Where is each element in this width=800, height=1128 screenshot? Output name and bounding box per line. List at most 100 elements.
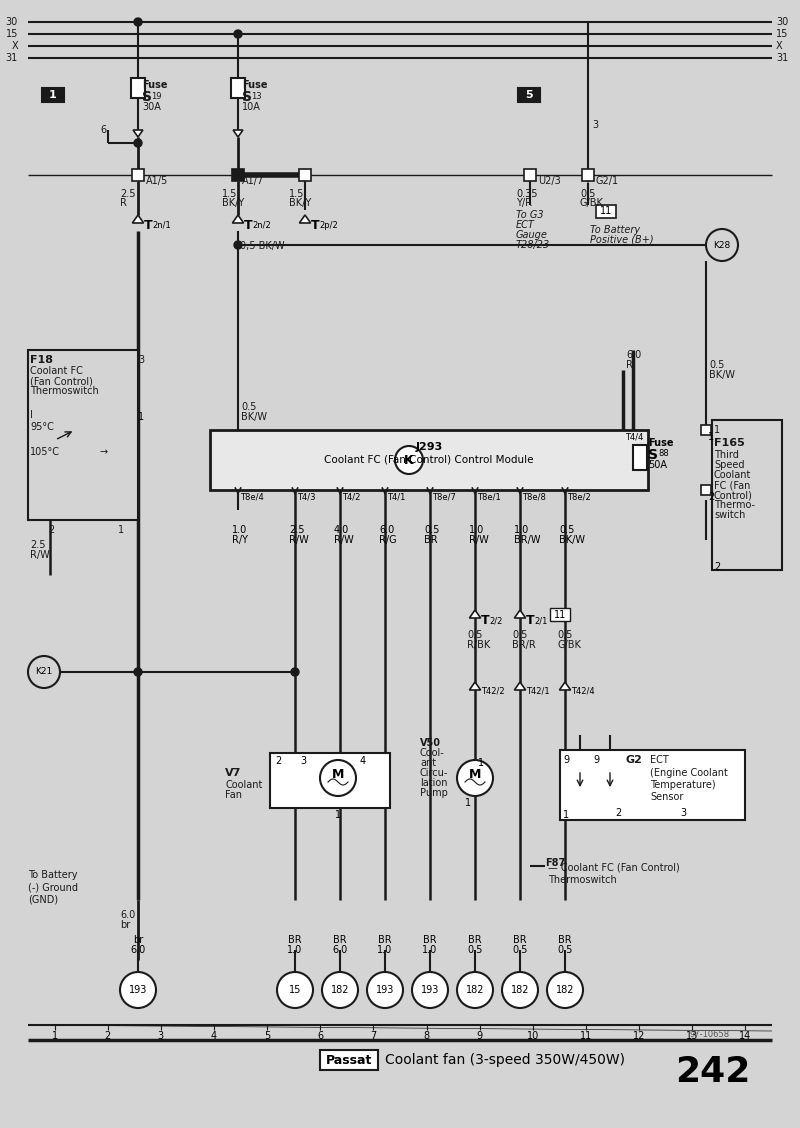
- Text: 0.5: 0.5: [467, 631, 482, 640]
- Text: Fan: Fan: [225, 790, 242, 800]
- Text: 182: 182: [466, 985, 484, 995]
- Text: BR/R: BR/R: [512, 640, 536, 650]
- Polygon shape: [233, 215, 243, 223]
- Bar: [270, 754, 390, 808]
- Text: 6.0: 6.0: [130, 945, 146, 955]
- Text: 31: 31: [776, 53, 788, 63]
- Text: 10A: 10A: [242, 102, 261, 112]
- Text: 6.0: 6.0: [626, 350, 642, 360]
- Text: BK/Y: BK/Y: [222, 199, 244, 208]
- Text: T42/2: T42/2: [481, 686, 505, 695]
- Text: Third: Third: [714, 450, 739, 460]
- Text: M: M: [469, 768, 481, 782]
- Text: switch: switch: [714, 510, 746, 520]
- Bar: [28, 350, 138, 520]
- Text: 12: 12: [633, 1031, 646, 1041]
- Text: ECT: ECT: [650, 755, 669, 765]
- Bar: [633, 446, 647, 470]
- Text: Thermoswitch: Thermoswitch: [30, 386, 98, 396]
- Text: To G3: To G3: [516, 210, 544, 220]
- Text: 0.5: 0.5: [558, 945, 573, 955]
- Text: 19: 19: [151, 92, 162, 102]
- Polygon shape: [299, 215, 310, 223]
- Text: T8e/7: T8e/7: [432, 492, 456, 501]
- Text: 1: 1: [714, 425, 720, 435]
- Text: BK/Y: BK/Y: [289, 199, 311, 208]
- Text: Circu-: Circu-: [420, 768, 448, 778]
- Text: — Coolant FC (Fan Control): — Coolant FC (Fan Control): [548, 863, 680, 873]
- Text: 2p/2: 2p/2: [319, 221, 338, 230]
- Text: 3: 3: [680, 808, 686, 818]
- Text: F165: F165: [714, 438, 745, 448]
- Text: 0.5: 0.5: [424, 525, 439, 535]
- Text: 5: 5: [525, 90, 533, 100]
- Bar: [132, 169, 144, 180]
- Text: 97-10658: 97-10658: [690, 1030, 730, 1039]
- Text: U2/3: U2/3: [538, 176, 561, 186]
- Text: 13: 13: [686, 1031, 698, 1041]
- Bar: [701, 425, 711, 435]
- Text: F18: F18: [30, 355, 53, 365]
- Circle shape: [706, 229, 738, 261]
- Text: (-) Ground: (-) Ground: [28, 882, 78, 892]
- Text: 14: 14: [739, 1031, 751, 1041]
- Bar: [701, 485, 711, 495]
- Text: 30A: 30A: [142, 102, 161, 112]
- Circle shape: [322, 972, 358, 1008]
- Text: BR: BR: [288, 935, 302, 945]
- Text: 2: 2: [714, 562, 720, 572]
- Bar: [582, 169, 594, 180]
- Circle shape: [457, 760, 493, 796]
- Circle shape: [234, 30, 242, 38]
- Text: Coolant: Coolant: [225, 779, 262, 790]
- Text: K: K: [404, 453, 414, 467]
- Text: 193: 193: [376, 985, 394, 995]
- Text: R/W: R/W: [334, 535, 354, 545]
- Text: T42/1: T42/1: [526, 686, 550, 695]
- Text: 242: 242: [674, 1055, 750, 1089]
- Text: G2/1: G2/1: [596, 176, 619, 186]
- Text: 15: 15: [289, 985, 301, 995]
- Text: BR: BR: [424, 535, 438, 545]
- Circle shape: [291, 668, 299, 676]
- Text: 3: 3: [158, 1031, 164, 1041]
- Text: BR: BR: [423, 935, 437, 945]
- Text: (Engine Coolant: (Engine Coolant: [650, 768, 728, 778]
- Text: FC (Fan: FC (Fan: [714, 481, 750, 490]
- Text: 2.5: 2.5: [289, 525, 305, 535]
- Circle shape: [502, 972, 538, 1008]
- Text: 1: 1: [708, 432, 714, 442]
- Text: 1.5: 1.5: [289, 190, 304, 199]
- Text: BR: BR: [468, 935, 482, 945]
- Text: 2: 2: [105, 1031, 111, 1041]
- Text: R/G: R/G: [379, 535, 397, 545]
- Circle shape: [367, 972, 403, 1008]
- Text: 1: 1: [51, 1031, 58, 1041]
- Text: T28/23: T28/23: [516, 240, 550, 250]
- Text: T4/4: T4/4: [625, 432, 643, 441]
- Circle shape: [412, 972, 448, 1008]
- Circle shape: [277, 972, 313, 1008]
- Text: 30: 30: [776, 17, 788, 27]
- Text: R/W: R/W: [469, 535, 489, 545]
- Text: 2/2: 2/2: [489, 616, 502, 625]
- Text: 1: 1: [478, 758, 484, 768]
- Text: 1: 1: [138, 412, 144, 422]
- Text: 11: 11: [580, 1031, 592, 1041]
- Bar: [231, 78, 245, 98]
- Text: R/W: R/W: [30, 550, 50, 559]
- Text: F87: F87: [545, 858, 566, 869]
- Polygon shape: [514, 682, 526, 690]
- Text: Temperature): Temperature): [650, 779, 716, 790]
- Text: Control): Control): [714, 490, 753, 500]
- Text: R/BK: R/BK: [467, 640, 490, 650]
- Text: 0.35: 0.35: [516, 190, 538, 199]
- Bar: [299, 169, 311, 180]
- Text: T8e/2: T8e/2: [567, 492, 590, 501]
- Text: M: M: [332, 768, 344, 782]
- Text: 1.0: 1.0: [287, 945, 302, 955]
- Text: 6: 6: [100, 125, 106, 135]
- Text: 13: 13: [251, 92, 262, 102]
- Text: 10: 10: [526, 1031, 539, 1041]
- Text: Pump: Pump: [420, 788, 448, 797]
